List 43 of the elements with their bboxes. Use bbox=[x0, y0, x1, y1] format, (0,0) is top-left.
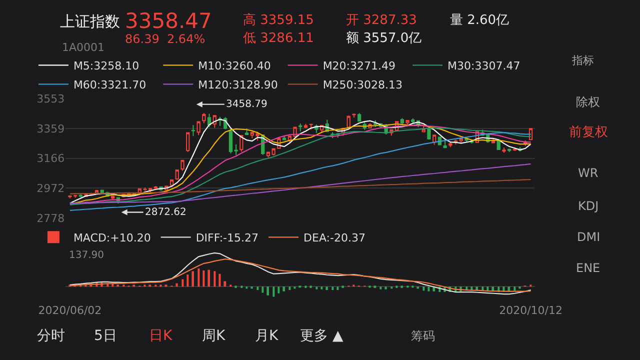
text: 月K bbox=[255, 328, 279, 344]
text: 日K bbox=[149, 328, 173, 344]
text: 除权 bbox=[576, 95, 600, 109]
legend-label: M60:3321.70 bbox=[73, 78, 146, 92]
y-tick-label: 3359 bbox=[36, 122, 65, 136]
legend-label: M30:3307.47 bbox=[448, 59, 520, 72]
legend-label: DEA:-20.37 bbox=[304, 231, 366, 244]
text: 开 3287.33 bbox=[346, 13, 417, 28]
text: 3358.47 bbox=[125, 9, 212, 33]
text: KDJ bbox=[578, 199, 599, 213]
text: 更多 ▲ bbox=[300, 328, 344, 344]
text: 额 3557.0亿 bbox=[346, 31, 422, 46]
legend-label: DIFF:-15.27 bbox=[196, 231, 259, 244]
text: 周K bbox=[202, 328, 226, 344]
text: 5日 bbox=[94, 328, 117, 344]
legend-label: M5:3258.10 bbox=[73, 59, 140, 72]
x-tick-label: 2020/10/12 bbox=[499, 304, 562, 317]
text: 高 3359.15 bbox=[243, 12, 314, 28]
legend-label: M250:3028.13 bbox=[322, 78, 403, 92]
chart-title: 上证指数 bbox=[60, 12, 120, 31]
text: 指标 bbox=[571, 54, 594, 67]
x-tick-label: 2020/06/02 bbox=[38, 304, 102, 317]
y-tick-label: 3166 bbox=[36, 152, 65, 166]
text: 量 2.60亿 bbox=[450, 13, 510, 28]
text: 低 3286.11 bbox=[243, 31, 314, 46]
text: 86.39 2.64% bbox=[125, 32, 206, 46]
text: ENE bbox=[576, 261, 600, 275]
text: 筹码 bbox=[411, 329, 435, 343]
legend-label: MACD:+10.20 bbox=[73, 231, 151, 244]
y-tick-label: 2778 bbox=[36, 212, 65, 225]
text: 前复权 bbox=[569, 125, 608, 140]
text: DMI bbox=[577, 230, 600, 244]
chart-subtitle: 1A0001 bbox=[62, 41, 105, 54]
annotation: 137.90 bbox=[69, 250, 104, 261]
text: WR bbox=[578, 166, 598, 180]
annotation: 3458.79 bbox=[226, 99, 268, 110]
y-tick-label: 2972 bbox=[36, 182, 65, 195]
annotation: 2872.62 bbox=[145, 207, 186, 218]
legend-label: M20:3271.49 bbox=[322, 59, 396, 72]
y-tick-label: 3553 bbox=[36, 92, 65, 106]
legend-label: M120:3128.90 bbox=[198, 78, 278, 92]
text: 分时 bbox=[37, 328, 65, 344]
legend-label: M10:3260.40 bbox=[198, 59, 271, 72]
